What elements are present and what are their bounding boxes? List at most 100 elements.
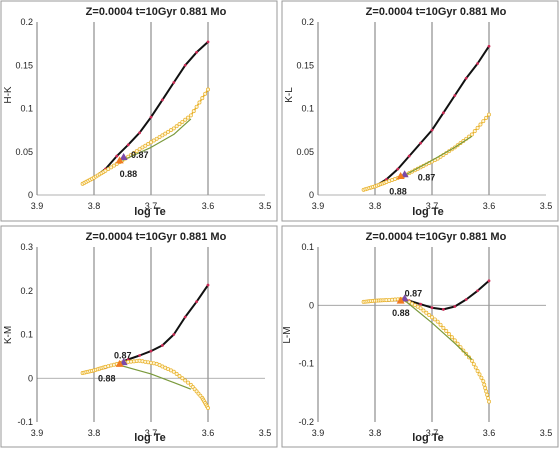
data-point-black xyxy=(115,154,119,158)
data-point-orange xyxy=(484,389,489,394)
x-tick-label: 3.6 xyxy=(483,428,496,438)
x-tick-label: 3.5 xyxy=(259,201,272,211)
x-tick-label: 3.9 xyxy=(31,428,44,438)
data-point-orange xyxy=(203,91,208,96)
x-tick-label: 3.8 xyxy=(369,428,382,438)
annotation-label: 0.88 xyxy=(392,308,410,318)
data-point-black xyxy=(206,283,210,287)
data-point-black xyxy=(487,279,491,283)
data-point-orange xyxy=(197,100,202,105)
data-point-orange xyxy=(206,87,210,92)
data-point-black xyxy=(172,81,176,84)
data-point-orange xyxy=(186,115,190,120)
series-line-green xyxy=(403,135,473,177)
x-tick-label: 3.8 xyxy=(369,201,382,211)
data-point-orange xyxy=(427,313,432,317)
marker-triangle xyxy=(396,296,405,304)
data-point-black xyxy=(419,141,422,145)
marker-triangle xyxy=(119,152,128,160)
data-point-orange xyxy=(424,310,429,315)
y-tick-label: 0.2 xyxy=(20,17,33,27)
data-point-black xyxy=(464,76,468,80)
y-tick-label: 0.05 xyxy=(296,147,314,157)
annotation-label: 0.87 xyxy=(114,351,132,361)
data-point-orange xyxy=(479,375,484,380)
data-point-orange xyxy=(478,122,483,127)
data-point-orange xyxy=(435,319,440,324)
data-point-orange xyxy=(151,138,156,143)
panel-frame xyxy=(0,225,278,448)
data-point-black xyxy=(172,333,176,336)
x-tick-label: 3.8 xyxy=(88,201,101,211)
data-point-orange xyxy=(482,382,487,387)
y-axis-label: K-L xyxy=(284,87,295,103)
panel-title: Z=0.0004 t=10Gyr 0.881 Mo xyxy=(86,231,227,243)
data-point-black xyxy=(126,143,130,147)
x-tick-label: 3.7 xyxy=(145,428,158,438)
data-point-black xyxy=(453,94,457,97)
data-point-black xyxy=(430,306,434,310)
data-point-orange xyxy=(163,131,168,136)
data-point-orange xyxy=(430,315,434,320)
data-point-orange xyxy=(473,365,478,370)
data-point-orange xyxy=(143,143,148,148)
data-point-orange xyxy=(177,374,182,379)
x-tick-label: 3.5 xyxy=(259,428,272,438)
data-point-black xyxy=(419,302,422,306)
data-point-orange xyxy=(483,386,488,390)
y-tick-label: 0.3 xyxy=(20,242,33,252)
data-point-orange xyxy=(134,149,139,153)
data-point-orange xyxy=(180,119,185,124)
plot-area: 3.9 3.8 3.7 3.6 3.5 -0.2 -0.1 0 0.1 0.87 0.88 xyxy=(298,242,552,438)
annotation-label: 0.87 xyxy=(405,289,423,299)
annotation-label: 0.88 xyxy=(389,187,407,197)
y-tick-label: 0.05 xyxy=(15,147,33,157)
x-tick-label: 3.7 xyxy=(145,201,158,211)
x-tick-label: 3.6 xyxy=(202,201,215,211)
data-point-orange xyxy=(469,358,474,363)
series-line-black xyxy=(363,45,490,191)
data-point-orange xyxy=(168,128,173,133)
y-axis-label: H-K xyxy=(3,86,14,104)
y-axis-label: L-M xyxy=(282,326,293,343)
data-point-orange xyxy=(191,109,196,114)
y-tick-label: 0.15 xyxy=(296,60,314,70)
y-axis-label: K-M xyxy=(3,326,14,344)
data-point-orange xyxy=(450,335,454,340)
data-point-orange xyxy=(186,380,190,385)
data-point-orange xyxy=(174,124,179,129)
data-point-orange xyxy=(140,145,145,150)
y-tick-label: 0.1 xyxy=(301,104,314,114)
x-axis-label: log Te xyxy=(412,432,444,444)
data-point-orange xyxy=(188,113,193,118)
data-point-orange xyxy=(438,322,443,327)
data-point-orange xyxy=(487,399,491,404)
marker-triangle xyxy=(400,294,409,302)
panel-kl: Z=0.0004 t=10Gyr 0.881 Mo log Te K-L 3.9… xyxy=(281,0,559,222)
data-point-orange xyxy=(432,317,437,322)
panel-hk: Z=0.0004 t=10Gyr 0.881 Mo log Te H-K 3.9… xyxy=(0,0,278,222)
data-point-black xyxy=(407,154,411,158)
data-point-orange xyxy=(160,133,165,138)
data-point-orange xyxy=(106,167,111,171)
plot-area: 3.9 3.8 3.7 3.6 3.5 0 0.05 0.1 0.15 0.2 0.87 0.88 xyxy=(15,17,271,211)
panel-frame xyxy=(281,0,559,222)
panel-title: Z=0.0004 t=10Gyr 0.881 Mo xyxy=(366,231,507,243)
panel-km: Z=0.0004 t=10Gyr 0.881 Mo log Te K-M 3.9… xyxy=(0,225,278,448)
x-tick-label: 3.9 xyxy=(312,428,325,438)
data-point-black xyxy=(464,298,468,301)
plot-area: 3.9 3.8 3.7 3.6 3.5 -0.1 0 0.1 0.2 0.3 0.87 0.88 xyxy=(17,242,271,438)
marker-triangle xyxy=(115,359,124,367)
data-point-orange xyxy=(412,303,417,308)
data-point-black xyxy=(149,349,153,353)
data-point-black xyxy=(206,40,210,44)
data-point-black xyxy=(442,111,445,115)
panel-title: Z=0.0004 t=10Gyr 0.881 Mo xyxy=(86,6,227,18)
marker-triangle xyxy=(396,171,405,179)
data-point-black xyxy=(161,98,164,102)
data-point-orange xyxy=(418,306,423,311)
panel-lm: Z=0.0004 t=10Gyr 0.881 Mo log Te L-M 3.9… xyxy=(281,225,559,448)
data-point-orange xyxy=(109,165,114,170)
plot-area: 3.9 3.8 3.7 3.6 3.5 0 0.05 0.1 0.15 0.2 0.87 0.88 xyxy=(296,17,552,211)
